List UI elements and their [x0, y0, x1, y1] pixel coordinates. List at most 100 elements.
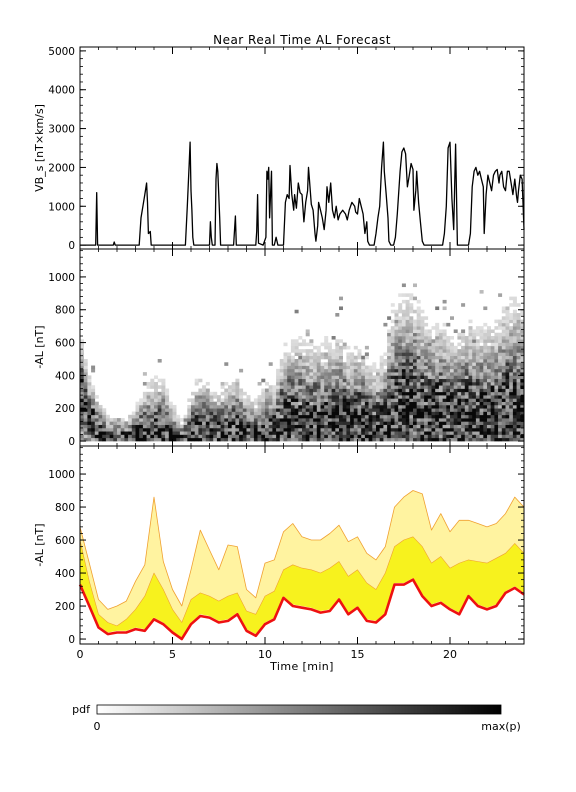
pdf-bin [372, 368, 377, 373]
pdf-bin [80, 418, 84, 422]
pdf-bin [394, 391, 399, 396]
pdf-bin [327, 388, 332, 393]
pdf-bin [416, 395, 421, 399]
pdf-bin [376, 385, 380, 389]
pdf-bin [331, 352, 336, 357]
pdf-bin [339, 381, 343, 386]
pdf-bin [475, 349, 480, 353]
pdf-bin [235, 385, 240, 389]
pdf-bin [350, 365, 355, 370]
pdf-bin [427, 437, 432, 442]
pdf-bin [342, 381, 347, 386]
pdf-bin [279, 395, 284, 399]
pdf-bin [80, 437, 84, 442]
pdf-bin [205, 421, 210, 425]
pdf-bin [294, 381, 299, 386]
pdf-bin [416, 434, 421, 439]
pdf-bin [342, 421, 347, 425]
pdf-bin [475, 362, 480, 366]
pdf-bin [509, 319, 514, 324]
pdf-bin [468, 414, 473, 419]
pdf-bin [435, 339, 440, 343]
pdf-bin [335, 375, 340, 379]
pdf-bin [265, 401, 269, 406]
pdf-bin [424, 404, 429, 409]
pdf-bin [446, 365, 451, 370]
pdf-bin [98, 427, 103, 432]
pdf-bin [316, 424, 321, 429]
pdf-bin [305, 434, 310, 439]
pdf-bin [335, 362, 340, 366]
pdf-bin [390, 388, 395, 393]
pdf-bin [516, 434, 521, 439]
pdf-bin [327, 381, 332, 386]
pdf-bin [198, 401, 203, 406]
pdf-bin [416, 372, 421, 376]
pdf-bin [416, 358, 421, 363]
pdf-bin [339, 306, 343, 311]
pdf-bin [475, 418, 480, 422]
pdf-bin [416, 401, 421, 406]
pdf-bin [442, 414, 447, 419]
pdf-bin [413, 332, 417, 337]
pdf-bin [298, 362, 303, 366]
pdf-bin [509, 431, 514, 435]
pdf-bin [413, 381, 417, 386]
pdf-bin [438, 358, 443, 363]
pdf-bin [372, 408, 377, 412]
pdf-bin [409, 352, 414, 357]
pdf-bin [435, 345, 440, 350]
pdf-bin [420, 418, 425, 422]
pdf-bin [387, 398, 392, 402]
pdf-bin [446, 352, 451, 357]
pdf-bin [313, 385, 318, 389]
pdf-bin [313, 391, 318, 396]
pdf-bin [305, 414, 310, 419]
pdf-bin [324, 434, 329, 439]
pdf-bin [498, 378, 503, 383]
pdf-bin [242, 411, 247, 416]
pdf-bin [290, 355, 295, 360]
pdf-bin [154, 398, 158, 402]
pdf-bin [390, 352, 395, 357]
pdf-bin [279, 385, 284, 389]
pdf-bin [483, 411, 488, 416]
pdf-bin [405, 418, 410, 422]
pdf-bin [409, 437, 414, 442]
pdf-bin [372, 404, 377, 409]
pdf-bin [464, 414, 469, 419]
pdf-bin [420, 388, 425, 393]
pdf-bin [324, 411, 329, 416]
pdf-bin [446, 401, 451, 406]
pdf-bin [346, 437, 351, 442]
pdf-bin [335, 391, 340, 396]
pdf-bin [242, 391, 247, 396]
pdf-bin [294, 358, 299, 363]
pdf-bin [150, 385, 155, 389]
pdf-bin [427, 427, 432, 432]
pdf-bin [464, 349, 469, 353]
pdf-bin [102, 411, 107, 416]
pdf-bin [431, 349, 436, 353]
pdf-bin [501, 424, 506, 429]
pdf-bin [94, 431, 99, 435]
pdf-bin [475, 395, 480, 399]
pdf-bin [80, 411, 84, 416]
pdf-bin [331, 349, 336, 353]
pdf-bin [216, 418, 221, 422]
pdf-bin [342, 368, 347, 373]
pdf-bin [353, 418, 358, 422]
pdf-bin [372, 424, 377, 429]
pdf-bin [335, 414, 340, 419]
pdf-bin [228, 427, 232, 432]
pdf-bin [483, 306, 488, 311]
pdf-bin [324, 378, 329, 383]
pdf-bin [327, 375, 332, 379]
pdf-bin [498, 293, 503, 297]
pdf-bin [150, 395, 155, 399]
pdf-bin [461, 398, 466, 402]
pdf-bin [305, 404, 310, 409]
pdf-bin [228, 385, 232, 389]
pdf-bin [335, 437, 340, 442]
pdf-bin [372, 375, 377, 379]
